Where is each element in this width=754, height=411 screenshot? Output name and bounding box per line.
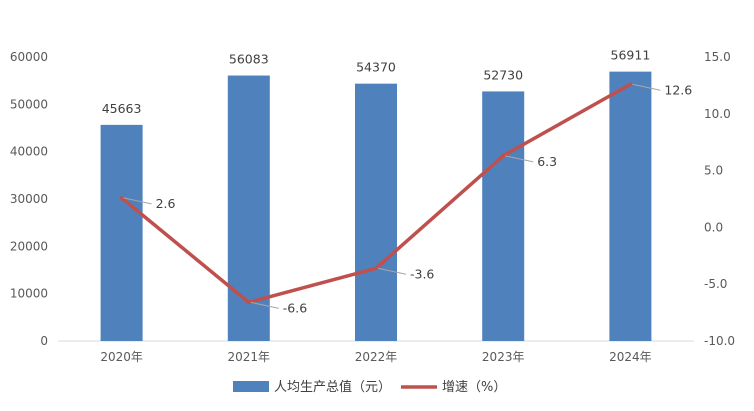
leader-line: [505, 155, 534, 163]
y-left-tick-label: 60000: [10, 50, 48, 64]
y-right-tick-label: 0.0: [704, 220, 723, 234]
bar: [227, 75, 270, 341]
line-value-label: 6.3: [537, 154, 557, 169]
legend-bar-label: 人均生产总值（元）: [274, 379, 391, 395]
y-right-tick-label: 10.0: [704, 107, 731, 121]
leader-line: [632, 83, 661, 91]
y-right-tick-label: 15.0: [704, 50, 731, 64]
line-value-label: 2.6: [156, 196, 176, 211]
legend-bar-swatch: [233, 381, 269, 392]
x-tick-label: 2020年: [100, 350, 143, 364]
y-left-tick-label: 40000: [10, 145, 48, 159]
line-value-label: -6.6: [283, 300, 307, 315]
line-point: [501, 154, 505, 158]
y-right-tick-label: -10.0: [704, 334, 735, 348]
y-left-tick-label: 20000: [10, 239, 48, 253]
leader-line: [377, 267, 407, 275]
bar: [482, 91, 525, 341]
line-value-label: -3.6: [410, 266, 434, 281]
x-tick-label: 2024年: [609, 350, 652, 364]
bar-value-label: 45663: [102, 101, 142, 116]
line-value-label: 12.6: [664, 82, 692, 97]
bar-value-label: 54370: [356, 60, 396, 75]
y-left-tick-label: 10000: [10, 287, 48, 301]
y-left-tick-label: 0: [40, 334, 48, 348]
y-left-tick-label: 50000: [10, 97, 48, 111]
bar: [100, 124, 143, 341]
leader-line: [250, 301, 279, 309]
bar-value-label: 52730: [483, 67, 523, 82]
bar-value-label: 56911: [611, 48, 651, 63]
y-right-tick-label: -5.0: [704, 277, 727, 291]
y-left-tick-label: 30000: [10, 192, 48, 206]
line-point: [120, 196, 124, 200]
line-point: [374, 266, 378, 270]
bar: [355, 83, 397, 341]
y-right-tick-label: 5.0: [704, 164, 723, 178]
bar: [609, 71, 652, 341]
line-point: [628, 82, 632, 86]
legend-line-label: 增速（%）: [442, 380, 506, 395]
x-tick-label: 2021年: [228, 350, 271, 364]
x-tick-label: 2022年: [355, 350, 398, 364]
bar-value-label: 56083: [229, 52, 269, 67]
x-tick-label: 2023年: [482, 350, 525, 364]
line-point: [247, 300, 251, 304]
leader-line: [123, 197, 152, 205]
